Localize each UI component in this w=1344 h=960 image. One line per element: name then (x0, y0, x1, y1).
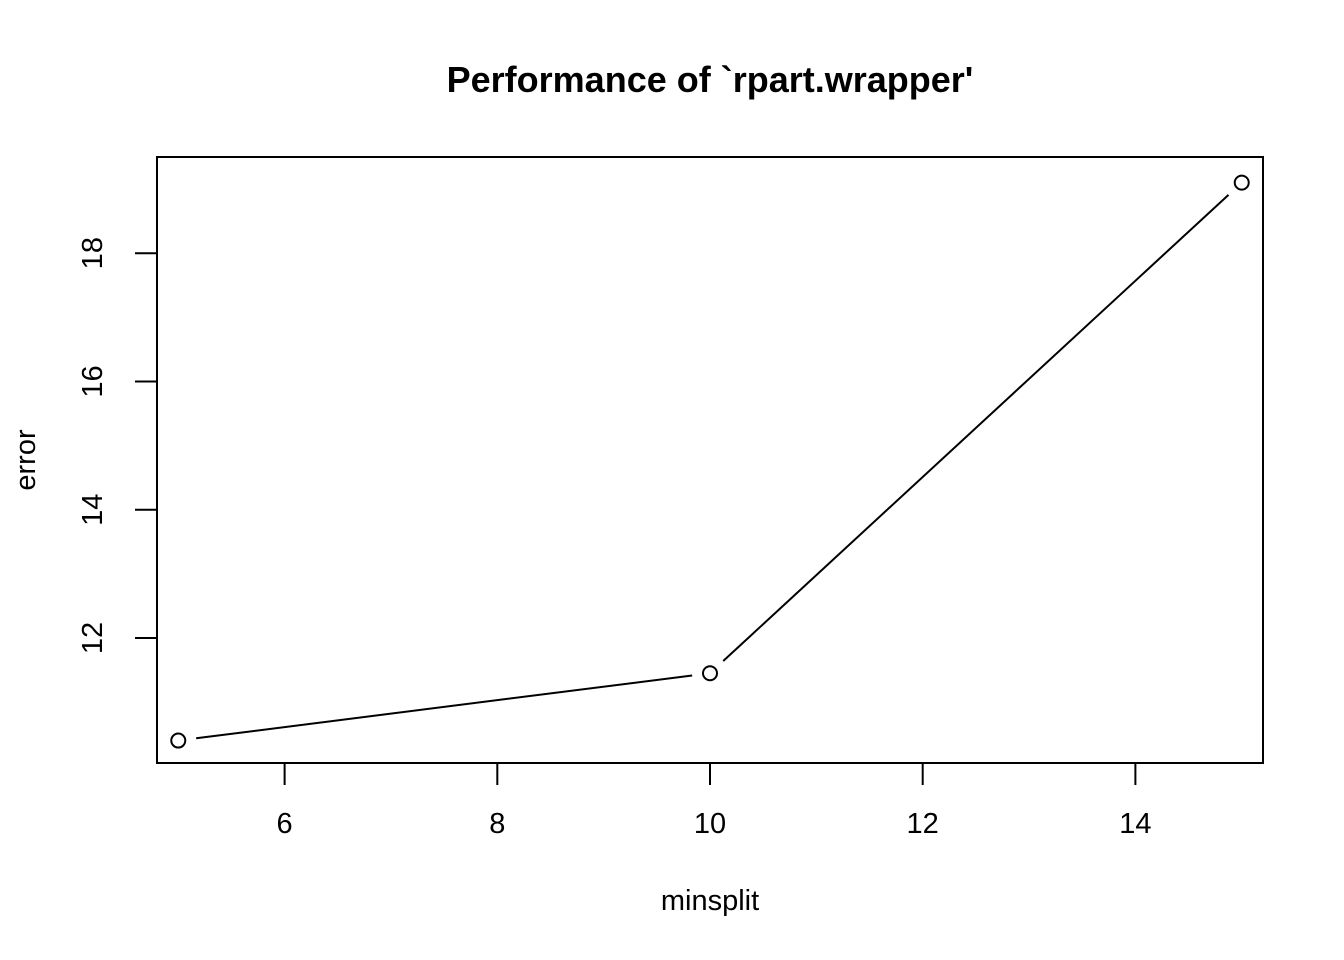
x-tick-label-12: 12 (907, 808, 939, 840)
y-tick-label-16: 16 (77, 365, 109, 397)
y-tick-label-12: 12 (77, 622, 109, 654)
data-point-5 (170, 732, 187, 749)
series-0-segment-0 (196, 674, 693, 740)
y-tick-label-14: 14 (77, 494, 109, 526)
y-tick-label-18: 18 (77, 237, 109, 269)
x-axis: 6 8 10 12 14 (277, 762, 1152, 840)
x-tick-label-8: 8 (489, 808, 505, 840)
y-axis: 12 14 16 18 (77, 237, 158, 654)
chart-title: Performance of `rpart.wrapper' (447, 59, 974, 100)
x-tick-label-14: 14 (1119, 808, 1151, 840)
series-0-segment-1 (722, 194, 1230, 662)
data-point-15 (1233, 174, 1250, 191)
x-tick-label-10: 10 (694, 808, 726, 840)
series-group (170, 174, 1250, 749)
x-axis-label: minsplit (661, 885, 759, 917)
x-tick-label-6: 6 (277, 808, 293, 840)
y-axis-label: error (10, 429, 42, 491)
data-point-10 (702, 665, 718, 682)
